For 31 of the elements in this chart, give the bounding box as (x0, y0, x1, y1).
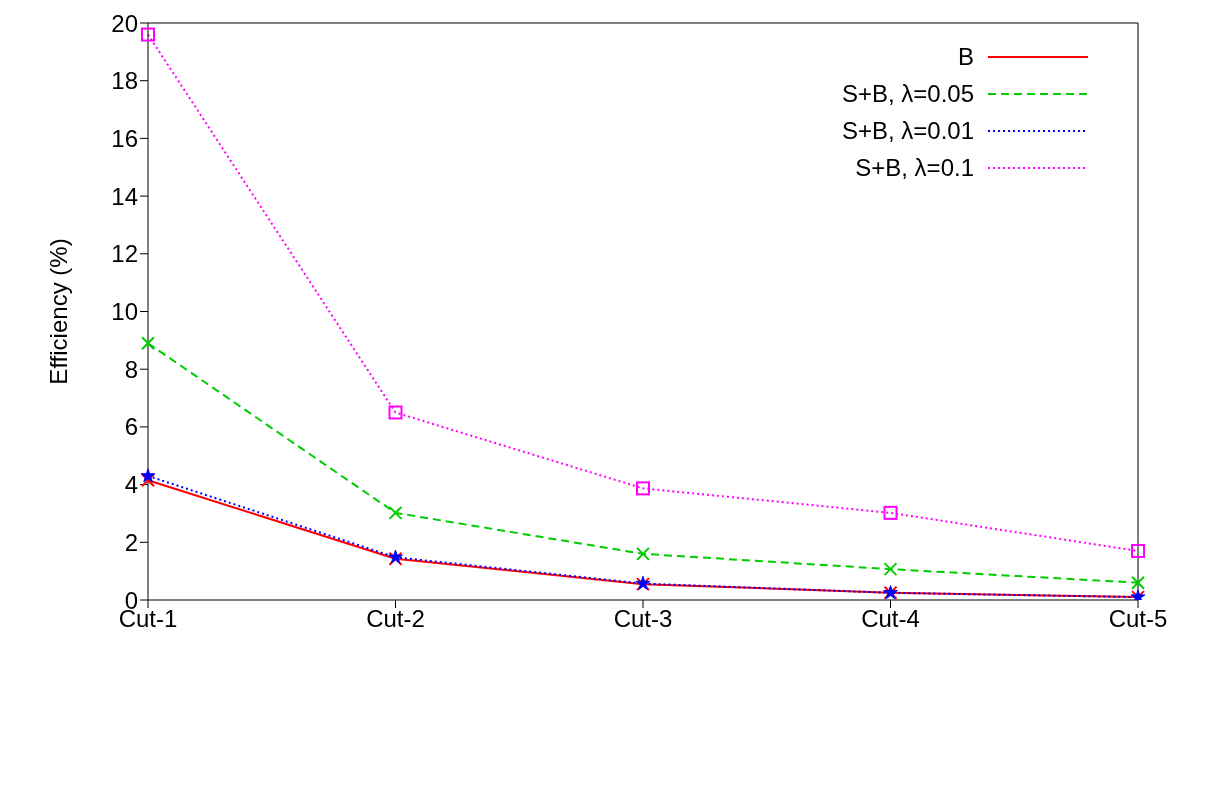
x-tick-label: Cut-5 (1108, 605, 1168, 633)
x-tick-label: Cut-2 (366, 605, 425, 633)
y-axis-title: Efficiency (%) (44, 238, 72, 385)
legend-label: S+B, λ=0.01 (841, 116, 974, 145)
y-tick-label: 4 (124, 471, 138, 499)
y-tick-label: 14 (111, 182, 138, 210)
y-tick-label: 16 (111, 124, 138, 152)
y-tick-label: 6 (124, 413, 138, 441)
y-tick-label: 18 (111, 67, 138, 95)
point (1131, 543, 1145, 558)
y-tick-label: 12 (111, 240, 138, 268)
point (883, 505, 898, 520)
point (636, 481, 650, 496)
point (140, 468, 156, 483)
point (141, 27, 155, 42)
y-tick-label: 8 (124, 355, 138, 383)
legend-label: B (957, 42, 974, 71)
legend-label: S+B, λ=0.05 (841, 79, 974, 108)
point (1131, 575, 1145, 590)
point (141, 473, 155, 488)
x-tick-label: Cut-3 (613, 605, 673, 633)
y-tick-label: 2 (124, 528, 138, 556)
y-tick-label: 20 (111, 9, 138, 37)
x-tick-label: Cut-4 (861, 605, 920, 633)
legend-label: S+B, λ=0.1 (855, 153, 974, 182)
point (636, 546, 650, 561)
point (883, 562, 898, 577)
point (388, 405, 403, 420)
point (141, 336, 155, 351)
y-tick-label: 10 (111, 298, 138, 326)
point (388, 505, 403, 520)
